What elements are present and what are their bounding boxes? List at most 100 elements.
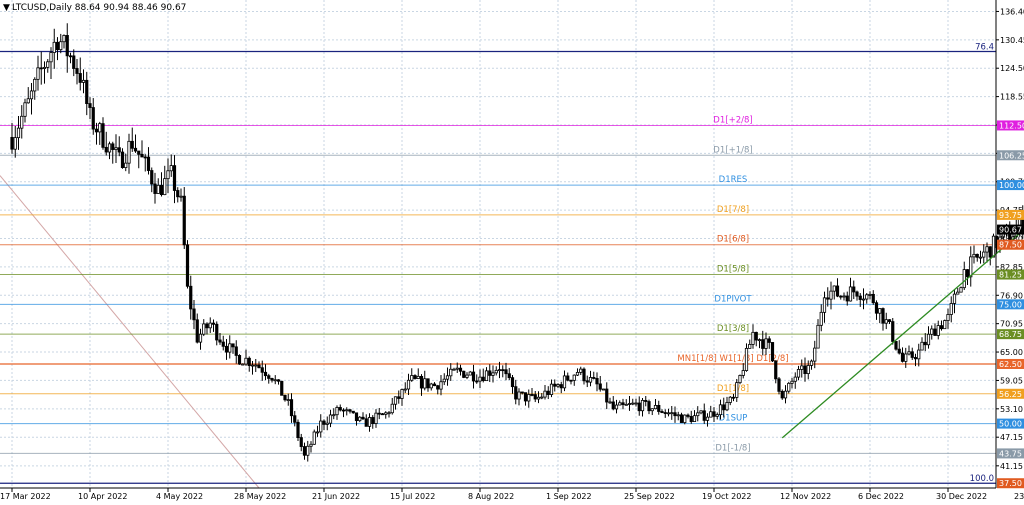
candle-down <box>595 378 599 385</box>
candle-up <box>423 378 427 389</box>
candle-up <box>813 347 817 362</box>
price-tag-bg <box>997 120 1024 131</box>
level-label: D1[5/8] <box>717 265 749 275</box>
candle-up <box>829 290 833 300</box>
candle-down <box>364 418 368 427</box>
candle-down <box>657 405 661 412</box>
candle-down <box>780 390 784 399</box>
candle-down <box>182 195 186 246</box>
candle-up <box>442 378 446 383</box>
candle-up <box>478 376 482 382</box>
candle-down <box>189 285 193 310</box>
candle-up <box>497 369 502 372</box>
price-tag-bg <box>997 209 1024 220</box>
candle-up <box>790 380 794 384</box>
candle-up <box>543 390 547 398</box>
candle-up <box>562 375 567 389</box>
candle-up <box>757 339 762 342</box>
candle-up <box>325 422 329 425</box>
candle-down <box>94 128 99 133</box>
candle-up <box>527 394 531 402</box>
candle-up <box>228 343 232 353</box>
y-tick-label: 47.15 <box>1000 433 1023 442</box>
candle-up <box>328 414 333 424</box>
candle-down <box>887 319 892 322</box>
candle-up <box>536 396 541 400</box>
y-tick-label: 65.00 <box>1000 348 1023 357</box>
candle-up <box>683 414 687 423</box>
price-tag-bg <box>997 418 1024 429</box>
candle-up <box>822 297 827 313</box>
candle-down <box>605 388 609 403</box>
y-tick-label: 130.45 <box>1000 36 1024 45</box>
candle-down <box>673 412 677 417</box>
candle-up <box>374 412 378 424</box>
price-tag-bg <box>997 388 1024 399</box>
candle-down <box>299 437 303 447</box>
level-label: D1[+1/8] <box>713 145 752 155</box>
price-tag-bg <box>997 239 1024 250</box>
candle-down <box>514 386 518 400</box>
candle-down <box>426 378 430 389</box>
candle-up <box>865 294 869 300</box>
candle-down <box>361 416 365 420</box>
diagonal-line <box>0 175 260 489</box>
candle-up <box>744 347 749 371</box>
price-axis: 136.40130.45124.50118.55112.60106.65100.… <box>995 0 1024 489</box>
candle-down <box>237 355 242 365</box>
price-tag-bg <box>997 180 1024 191</box>
level-label: D1RES <box>719 175 748 185</box>
candle-down <box>874 302 879 314</box>
candle-up <box>452 368 456 371</box>
candle-down <box>458 367 463 372</box>
candle-down <box>777 378 781 392</box>
candle-down <box>839 295 843 298</box>
candle-up <box>49 52 53 63</box>
candle-up <box>943 320 947 330</box>
candle-up <box>198 333 203 343</box>
candle-up <box>969 256 973 278</box>
candle-up <box>315 431 320 434</box>
candle-up <box>972 253 976 258</box>
candle-up <box>926 333 931 346</box>
candle-up <box>23 102 27 117</box>
candle-up <box>163 178 167 196</box>
candle-up <box>956 291 960 295</box>
candle-up <box>390 403 394 414</box>
y-tick-label: 76.90 <box>1000 291 1023 300</box>
candle-down <box>679 414 684 423</box>
candle-up <box>202 323 206 335</box>
candle-up <box>400 389 404 399</box>
level-label: D1[+2/8] <box>713 115 752 125</box>
candle-up <box>715 414 719 417</box>
price-tag-bg <box>997 329 1024 340</box>
y-tick-label: 88.80 <box>1000 235 1023 244</box>
candle-up <box>709 411 713 418</box>
candle-up <box>748 344 752 349</box>
candle-up <box>800 365 804 370</box>
candle-up <box>429 383 433 389</box>
candle-down <box>85 79 89 104</box>
candle-down <box>185 244 190 287</box>
candle-down <box>55 41 60 51</box>
candle-down <box>933 328 937 336</box>
candle-down <box>218 339 222 343</box>
candle-up <box>16 127 21 139</box>
candle-down <box>436 385 440 390</box>
candle-down <box>377 412 381 415</box>
candle-up <box>978 256 983 259</box>
candle-up <box>335 407 339 416</box>
candle-up <box>718 404 723 416</box>
candle-up <box>393 396 398 405</box>
candle-up <box>991 235 996 258</box>
candle-down <box>965 269 970 278</box>
candle-up <box>575 371 580 376</box>
candle-up <box>179 195 183 198</box>
candle-up <box>868 293 872 296</box>
candle-down <box>546 390 550 395</box>
candle-down <box>462 370 466 378</box>
menu-arrow-icon[interactable]: ▼ <box>3 3 10 13</box>
candle-down <box>900 352 905 362</box>
candle-up <box>904 353 908 362</box>
candle-down <box>770 342 775 362</box>
